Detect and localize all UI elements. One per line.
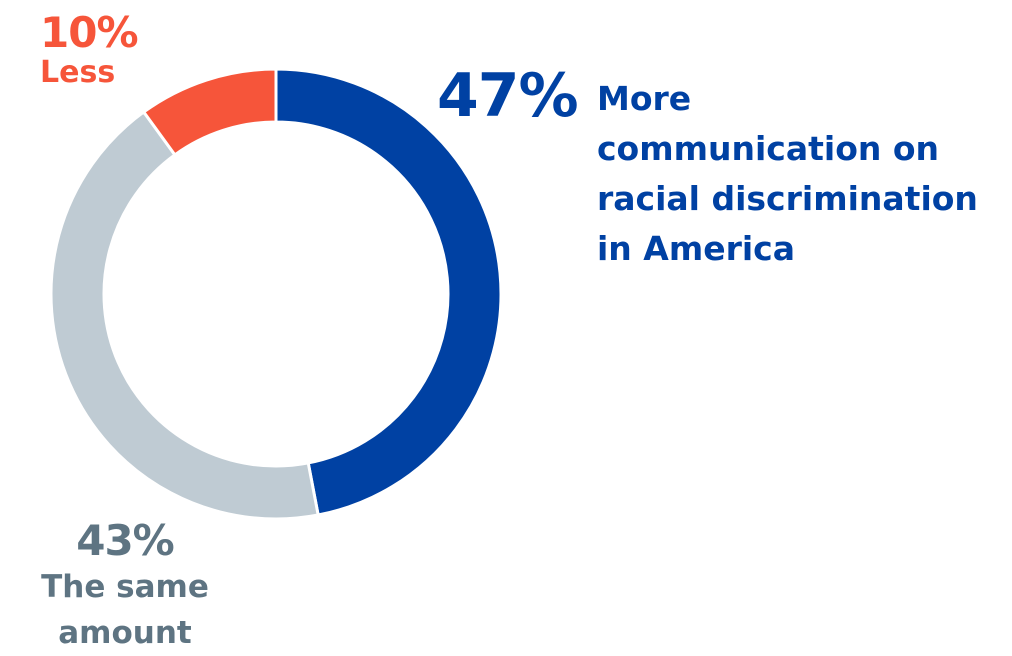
label-same-line-1: The same bbox=[41, 569, 209, 605]
label-more-line-3: racial discrimination bbox=[597, 179, 978, 218]
label-more-percent: 47% bbox=[437, 61, 579, 131]
label-same-description: The same amount bbox=[30, 564, 220, 656]
donut-chart bbox=[49, 67, 503, 521]
label-less-description: Less bbox=[40, 55, 116, 90]
label-same-line-2: amount bbox=[58, 615, 192, 651]
label-same: 43% The same amount bbox=[30, 520, 220, 656]
label-more-line-1: More bbox=[597, 79, 692, 118]
label-same-percent: 43% bbox=[76, 516, 175, 565]
label-less-percent: 10% bbox=[40, 8, 139, 57]
label-less: 10% Less bbox=[40, 8, 139, 90]
label-more-description: More communication on racial discriminat… bbox=[597, 74, 997, 274]
donut-slice-1 bbox=[274, 67, 503, 517]
donut-slice-2 bbox=[49, 109, 320, 521]
donut-slice-3 bbox=[141, 67, 278, 157]
label-more-line-4: in America bbox=[597, 229, 796, 268]
label-more-line-2: communication on bbox=[597, 129, 940, 168]
